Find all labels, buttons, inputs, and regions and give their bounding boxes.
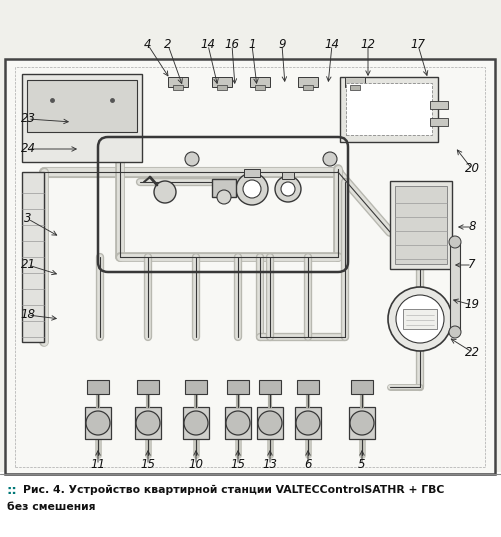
Bar	[227, 380, 249, 394]
Text: 8: 8	[468, 221, 476, 234]
Text: 12: 12	[361, 39, 376, 52]
Circle shape	[275, 176, 301, 202]
Bar	[255, 85, 265, 90]
Circle shape	[226, 411, 250, 435]
Bar	[137, 380, 159, 394]
Text: 13: 13	[263, 459, 278, 471]
Bar	[250, 77, 270, 87]
Circle shape	[449, 326, 461, 338]
Text: 7: 7	[468, 258, 476, 272]
Text: Рис. 4. Устройство квартирной станции VALTECControlSATHR + ГВС: Рис. 4. Устройство квартирной станции VA…	[23, 485, 444, 495]
Text: 14: 14	[200, 39, 215, 52]
Bar	[340, 77, 438, 142]
Bar	[259, 380, 281, 394]
Circle shape	[243, 180, 261, 198]
Text: 10: 10	[188, 459, 203, 471]
Bar	[390, 181, 452, 269]
Text: 11: 11	[91, 459, 106, 471]
Text: 16: 16	[224, 39, 239, 52]
Text: 15: 15	[140, 459, 155, 471]
Circle shape	[136, 411, 160, 435]
Circle shape	[281, 182, 295, 196]
Circle shape	[184, 411, 208, 435]
Bar	[212, 77, 232, 87]
Bar	[183, 407, 209, 439]
Text: 9: 9	[278, 39, 286, 52]
Circle shape	[217, 190, 231, 204]
Bar	[185, 380, 207, 394]
Text: ::: ::	[7, 483, 18, 497]
Bar	[295, 407, 321, 439]
Text: 21: 21	[21, 258, 36, 272]
Bar	[0, 472, 501, 537]
Circle shape	[296, 411, 320, 435]
Bar	[22, 74, 142, 162]
Bar	[350, 85, 360, 90]
Text: 23: 23	[21, 112, 36, 126]
Bar	[225, 407, 251, 439]
Text: 5: 5	[358, 459, 366, 471]
Bar	[135, 407, 161, 439]
Bar	[450, 242, 460, 332]
Bar	[217, 85, 227, 90]
Circle shape	[449, 236, 461, 248]
Circle shape	[185, 152, 199, 166]
Bar	[173, 85, 183, 90]
Circle shape	[258, 411, 282, 435]
Text: 22: 22	[464, 345, 479, 359]
Text: 6: 6	[304, 459, 312, 471]
Bar	[430, 118, 448, 126]
Circle shape	[396, 295, 444, 343]
Bar	[168, 77, 188, 87]
Text: 2: 2	[164, 39, 172, 52]
Bar	[346, 83, 432, 135]
Bar	[257, 407, 283, 439]
Circle shape	[323, 152, 337, 166]
Bar	[303, 85, 313, 90]
Circle shape	[154, 181, 176, 203]
Text: 18: 18	[21, 308, 36, 322]
Circle shape	[236, 173, 268, 205]
Bar	[403, 309, 437, 329]
Bar	[395, 186, 447, 264]
Text: 14: 14	[325, 39, 340, 52]
Bar	[212, 179, 236, 197]
Bar	[244, 169, 260, 177]
Text: без смешения: без смешения	[7, 502, 96, 512]
Text: 19: 19	[464, 299, 479, 311]
Bar	[430, 101, 448, 109]
Bar	[345, 77, 365, 87]
Text: 24: 24	[21, 142, 36, 156]
Bar	[349, 407, 375, 439]
Bar	[282, 172, 294, 179]
Text: 17: 17	[410, 39, 425, 52]
Text: 4: 4	[144, 39, 152, 52]
Bar	[87, 380, 109, 394]
Bar	[15, 67, 485, 467]
Text: 15: 15	[230, 459, 245, 471]
Bar	[297, 380, 319, 394]
Bar	[22, 172, 44, 342]
Circle shape	[86, 411, 110, 435]
Bar	[85, 407, 111, 439]
Bar	[298, 77, 318, 87]
Text: 20: 20	[464, 163, 479, 176]
Text: 1: 1	[248, 39, 256, 52]
Circle shape	[350, 411, 374, 435]
Circle shape	[388, 287, 452, 351]
Bar	[5, 59, 495, 474]
Bar	[351, 380, 373, 394]
Bar	[27, 80, 137, 132]
Text: 3: 3	[24, 213, 32, 226]
